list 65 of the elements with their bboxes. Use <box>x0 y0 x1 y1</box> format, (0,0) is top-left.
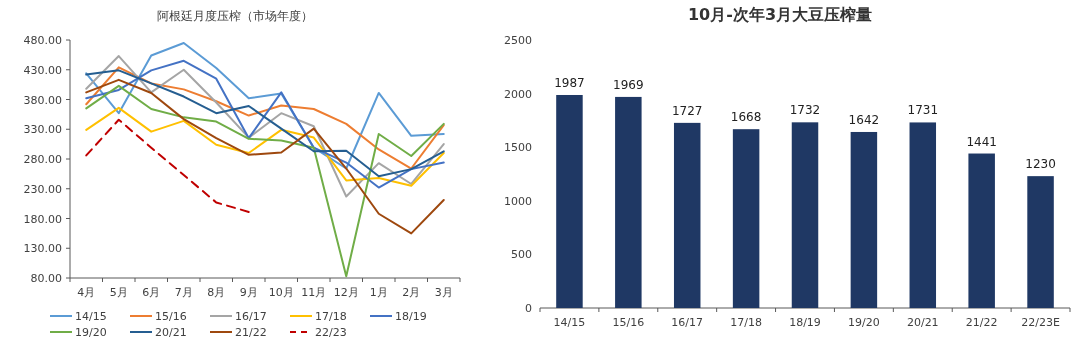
x-tick-label: 6月 <box>142 286 161 299</box>
x-tick-label: 4月 <box>77 286 96 299</box>
bar <box>791 122 819 308</box>
y-tick-label: 330.00 <box>23 123 62 137</box>
bar <box>673 122 701 308</box>
line-series <box>85 41 445 170</box>
y-tick-label: 500 <box>511 248 532 262</box>
y-tick-label: 1000 <box>504 194 532 208</box>
x-tick-label: 9月 <box>239 286 258 299</box>
y-tick-label: 480.00 <box>23 34 62 47</box>
line-series <box>85 78 445 235</box>
x-tick-label: 3月 <box>434 286 453 299</box>
y-tick-label: 80.00 <box>30 272 62 285</box>
x-tick-label: 1月 <box>369 286 388 299</box>
line-series <box>85 84 445 278</box>
data-label: 1668 <box>730 110 762 125</box>
x-tick-label: 2月 <box>402 286 421 299</box>
y-tick-label: 380.00 <box>23 93 62 107</box>
x-tick-label: 15/16 <box>612 316 645 329</box>
data-label: 1441 <box>966 134 997 149</box>
x-tick-label: 10月 <box>268 286 294 299</box>
x-tick-label: 16/17 <box>671 316 704 329</box>
y-tick-label: 2500 <box>504 34 532 47</box>
y-tick-label: 2000 <box>504 87 532 101</box>
data-label: 1230 <box>1025 157 1056 172</box>
legend-label: 22/23 <box>315 326 347 339</box>
legend-label: 20/21 <box>155 326 187 339</box>
data-label: 1731 <box>907 103 939 118</box>
line-series <box>85 118 250 213</box>
chart-title: 阿根廷月度压榨（市场年度） <box>157 9 313 23</box>
bar <box>615 96 642 308</box>
y-tick-label: 230.00 <box>23 182 62 196</box>
x-tick-label: 14/15 <box>553 316 586 329</box>
x-tick-label: 17/18 <box>730 316 762 329</box>
data-label: 1732 <box>789 103 821 118</box>
y-tick-label: 1500 <box>504 141 532 155</box>
x-tick-label: 19/20 <box>848 316 880 329</box>
y-tick-label: 280.00 <box>23 153 62 166</box>
y-tick-label: 130.00 <box>23 242 62 256</box>
x-tick-label: 12月 <box>333 286 359 299</box>
data-label: 1642 <box>848 112 880 127</box>
legend-label: 21/22 <box>235 326 267 339</box>
x-tick-label: 20/21 <box>906 316 939 329</box>
data-label: 1987 <box>554 75 585 90</box>
chart-title: 10月-次年3月大豆压榨量 <box>687 5 873 24</box>
bar <box>732 129 760 308</box>
legend-label: 19/20 <box>75 326 107 339</box>
y-tick-label: 180.00 <box>23 212 62 226</box>
bar <box>1027 176 1054 308</box>
x-tick-label: 5月 <box>109 286 128 299</box>
bar <box>556 94 583 308</box>
x-tick-label: 11月 <box>301 286 327 299</box>
bar <box>909 122 937 308</box>
x-tick-label: 18/19 <box>789 316 821 329</box>
y-tick-label: 430.00 <box>23 63 62 77</box>
x-tick-label: 7月 <box>174 286 193 299</box>
bar <box>968 153 995 308</box>
x-tick-label: 22/23E <box>1021 316 1060 329</box>
line-series <box>85 106 445 187</box>
data-label: 1969 <box>613 77 644 92</box>
x-tick-label: 21/22 <box>965 316 998 329</box>
x-tick-label: 8月 <box>207 286 226 299</box>
y-tick-label: 0 <box>525 302 532 315</box>
bar <box>850 131 878 308</box>
data-label: 1727 <box>671 103 703 118</box>
